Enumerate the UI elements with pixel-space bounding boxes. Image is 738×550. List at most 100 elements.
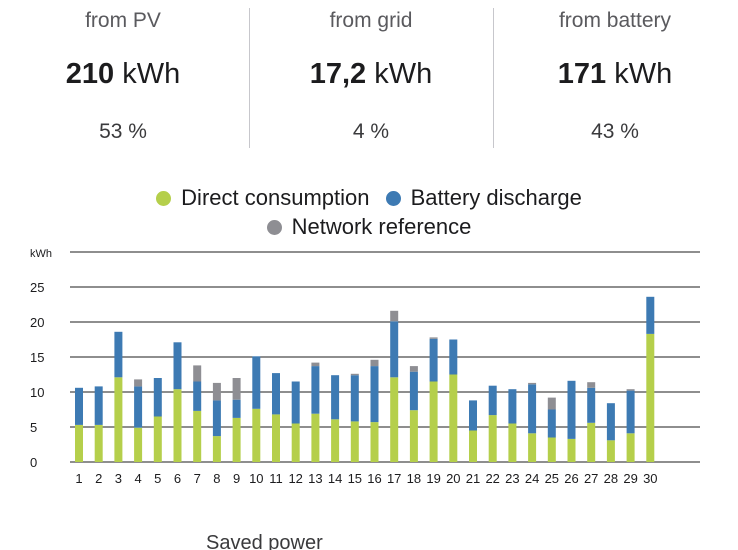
bar-segment-direct-consumption	[409, 410, 418, 462]
bar-segment-battery-discharge	[469, 400, 477, 431]
x-tick-label: 15	[348, 471, 362, 486]
x-tick-label: 2	[95, 471, 102, 486]
bar-segment-battery-discharge	[94, 386, 103, 425]
chart-legend-row-2: Network reference	[0, 214, 738, 241]
bar-segment-direct-consumption	[370, 422, 379, 462]
energy-source-summary: from PV 210 kWh 53 % from grid 17,2 kWh …	[0, 0, 738, 150]
bar-segment-network-reference	[547, 397, 556, 410]
x-tick-label: 9	[233, 471, 240, 486]
y-tick-label: 20	[30, 315, 44, 330]
bar-segment-direct-consumption	[606, 440, 615, 462]
bar-segment-battery-discharge	[626, 390, 635, 434]
x-tick-label: 27	[584, 471, 598, 486]
bar-segment-battery-discharge	[409, 371, 418, 411]
bar-segment-network-reference	[390, 310, 399, 322]
stat-label: from PV	[85, 9, 161, 32]
legend-item-direct-consumption[interactable]: Direct consumption	[156, 185, 369, 211]
bar-segment-direct-consumption	[626, 433, 635, 462]
x-tick-label: 22	[485, 471, 499, 486]
bar-segment-direct-consumption	[528, 433, 537, 462]
divider	[249, 8, 250, 148]
bar-segment-network-reference	[528, 382, 537, 385]
bar-segment-battery-discharge	[311, 366, 320, 414]
bar-segment-network-reference	[429, 337, 438, 339]
bar-segment-direct-consumption	[508, 423, 517, 462]
legend-item-battery-discharge[interactable]: Battery discharge	[385, 185, 582, 211]
stat-percent: 53 %	[99, 120, 147, 143]
x-tick-label: 12	[288, 471, 302, 486]
y-tick-label: 0	[30, 455, 37, 470]
bar-segment-network-reference	[350, 373, 359, 376]
bar-segment-direct-consumption	[429, 381, 438, 462]
bar-segment-battery-discharge	[153, 378, 162, 417]
legend-swatch	[385, 190, 401, 206]
bar-segment-battery-discharge	[75, 387, 83, 425]
bar-segment-network-reference	[370, 359, 379, 367]
x-tick-label: 14	[328, 471, 342, 486]
x-tick-label: 20	[446, 471, 460, 486]
bar-segment-direct-consumption	[173, 389, 182, 462]
x-tick-label: 18	[407, 471, 421, 486]
stat-percent: 43 %	[591, 120, 639, 143]
stat-unit: kWh	[614, 58, 673, 90]
bar-segment-direct-consumption	[232, 417, 241, 462]
legend-item-network-reference[interactable]: Network reference	[266, 214, 471, 240]
bar-segment-battery-discharge	[646, 296, 655, 334]
y-tick-label: 15	[30, 350, 44, 365]
bar-segment-battery-discharge	[606, 403, 615, 441]
bar-segment-direct-consumption	[311, 413, 320, 462]
bar-segment-battery-discharge	[272, 373, 280, 415]
x-tick-label: 11	[269, 471, 283, 486]
x-tick-label: 21	[466, 471, 480, 486]
bar-segment-battery-discharge	[429, 338, 438, 382]
bar-segment-network-reference	[587, 382, 596, 388]
bar-segment-battery-discharge	[350, 375, 359, 422]
y-tick-label: 10	[30, 385, 44, 400]
stat-value: 210 kWh	[0, 58, 246, 91]
x-tick-label: 3	[115, 471, 122, 486]
bar-segment-direct-consumption	[646, 333, 655, 462]
bar-segment-battery-discharge	[212, 400, 221, 437]
bar-segment-battery-discharge	[114, 331, 123, 378]
bar-segment-direct-consumption	[252, 408, 261, 462]
stat-number: 17,2	[309, 58, 367, 90]
bar-segment-direct-consumption	[469, 430, 477, 462]
bar-segment-direct-consumption	[331, 419, 340, 462]
bar-segment-network-reference	[626, 389, 635, 391]
stat-label: from battery	[558, 9, 672, 32]
x-tick-label: 1	[75, 471, 82, 486]
bar-segment-battery-discharge	[370, 366, 379, 423]
x-tick-label: 23	[505, 471, 519, 486]
bar-segment-direct-consumption	[94, 424, 103, 462]
bar-segment-battery-discharge	[508, 389, 517, 424]
bar-segment-network-reference	[409, 366, 418, 372]
x-tick-label: 6	[174, 471, 181, 486]
x-tick-label: 24	[525, 471, 539, 486]
stat-percent: 4 %	[352, 120, 390, 143]
x-tick-label: 19	[426, 471, 440, 486]
bar-segment-direct-consumption	[134, 427, 143, 462]
bar-segment-direct-consumption	[350, 421, 359, 462]
x-tick-label: 7	[194, 471, 201, 486]
stat-unit: kWh	[374, 58, 433, 90]
footer-partial: Saved power	[0, 530, 738, 550]
bar-segment-battery-discharge	[232, 399, 241, 418]
bar-segment-direct-consumption	[567, 438, 576, 462]
chart-legend-row-1: Direct consumption Battery discharge	[0, 185, 738, 212]
bar-segment-direct-consumption	[291, 423, 300, 462]
x-tick-label: 16	[367, 471, 381, 486]
bar-segment-direct-consumption	[390, 377, 399, 462]
y-tick-label: 5	[30, 420, 37, 435]
y-axis-unit-label: kWh	[30, 248, 52, 260]
x-tick-label: 30	[643, 471, 657, 486]
legend-swatch	[156, 190, 172, 206]
x-tick-label: 29	[623, 471, 637, 486]
x-tick-label: 17	[387, 471, 401, 486]
bar-segment-battery-discharge	[291, 381, 300, 424]
x-tick-label: 8	[213, 471, 220, 486]
bar-segment-direct-consumption	[193, 410, 202, 462]
bar-segment-network-reference	[212, 382, 221, 401]
bar-segment-battery-discharge	[390, 321, 399, 378]
bar-segment-direct-consumption	[75, 424, 83, 462]
bar-segment-battery-discharge	[547, 409, 556, 438]
